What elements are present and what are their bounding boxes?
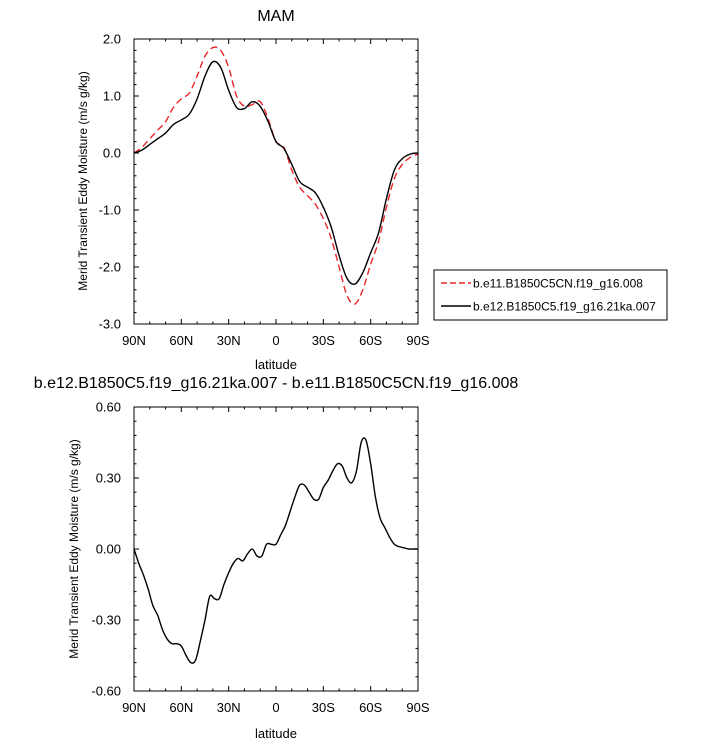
top-x-tick-label: 60N: [169, 333, 193, 348]
bottom-y-tick-label: -0.60: [91, 684, 121, 699]
bottom-y-axis-label: Merid Transient Eddy Moisture (m/s g/kg): [67, 439, 81, 658]
top-series-line-2: [133, 60, 419, 286]
bottom-axes: 90N 60N 30N 0 30S 60S 90S 0.60 0.30 0.00 -0.30 -0.6…: [91, 400, 430, 716]
bottom-chart-title: b.e12.B1850C5.f19_g16.21ka.007 - b.e11.B…: [34, 375, 519, 392]
legend-label-2: b.e12.B1850C5.f19_g16.21ka.007: [473, 300, 656, 314]
bottom-x-tick-label: 90S: [406, 700, 429, 715]
bottom-series-line-1: [133, 437, 418, 664]
bottom-x-tick-label: 30N: [217, 700, 241, 715]
bottom-y-tick-label: 0.60: [96, 400, 121, 415]
top-y-tick-label: -2.0: [99, 260, 121, 275]
top-y-tick-label: -3.0: [99, 317, 121, 332]
bottom-plot-frame: [133, 406, 419, 692]
top-axes: 90N 60N 30N 0 30S 60S 90S 2.0 1.0 0.0 -1.0 -2.0 -3.0: [99, 32, 430, 349]
top-x-tick-label: 30S: [312, 333, 335, 348]
top-y-axis-label: Merid Transient Eddy Moisture (m/s g/kg): [76, 71, 90, 290]
top-x-axis-label: latitude: [255, 357, 297, 372]
top-panel: MAM latitude Merid Transient Eddy Moistu…: [76, 8, 430, 372]
legend-label-1: b.e11.B1850C5CN.f19_g16.008: [473, 277, 643, 291]
top-plot-frame: [133, 38, 419, 325]
legend: b.e11.B1850C5CN.f19_g16.008 b.e12.B1850C…: [433, 269, 668, 321]
bottom-y-tick-label: 0.00: [96, 542, 121, 557]
top-y-tick-label: 1.0: [103, 89, 121, 104]
top-series-group: [133, 46, 419, 305]
top-y-tick-label: 2.0: [103, 32, 121, 47]
top-y-tick-label: -1.0: [99, 203, 121, 218]
bottom-x-tick-label: 60S: [359, 700, 382, 715]
top-x-tick-label: 90S: [406, 333, 429, 348]
legend-box: [433, 269, 668, 321]
bottom-x-tick-label: 60N: [169, 700, 193, 715]
top-x-tick-label: 0: [272, 333, 279, 348]
top-x-tick-label: 30N: [217, 333, 241, 348]
bottom-x-tick-label: 90N: [122, 700, 146, 715]
top-x-tick-label: 90N: [122, 333, 146, 348]
top-x-tick-label: 60S: [359, 333, 382, 348]
bottom-x-axis-label: latitude: [255, 726, 297, 741]
top-series-line-1: [133, 46, 419, 305]
bottom-y-tick-label: -0.30: [91, 613, 121, 628]
bottom-x-tick-label: 30S: [312, 700, 335, 715]
top-chart-title: MAM: [257, 8, 294, 25]
bottom-series-group: [133, 437, 418, 664]
bottom-panel: b.e12.B1850C5.f19_g16.21ka.007 - b.e11.B…: [34, 375, 519, 741]
bottom-x-tick-label: 0: [272, 700, 279, 715]
bottom-y-tick-label: 0.30: [96, 471, 121, 486]
top-y-tick-label: 0.0: [103, 146, 121, 161]
